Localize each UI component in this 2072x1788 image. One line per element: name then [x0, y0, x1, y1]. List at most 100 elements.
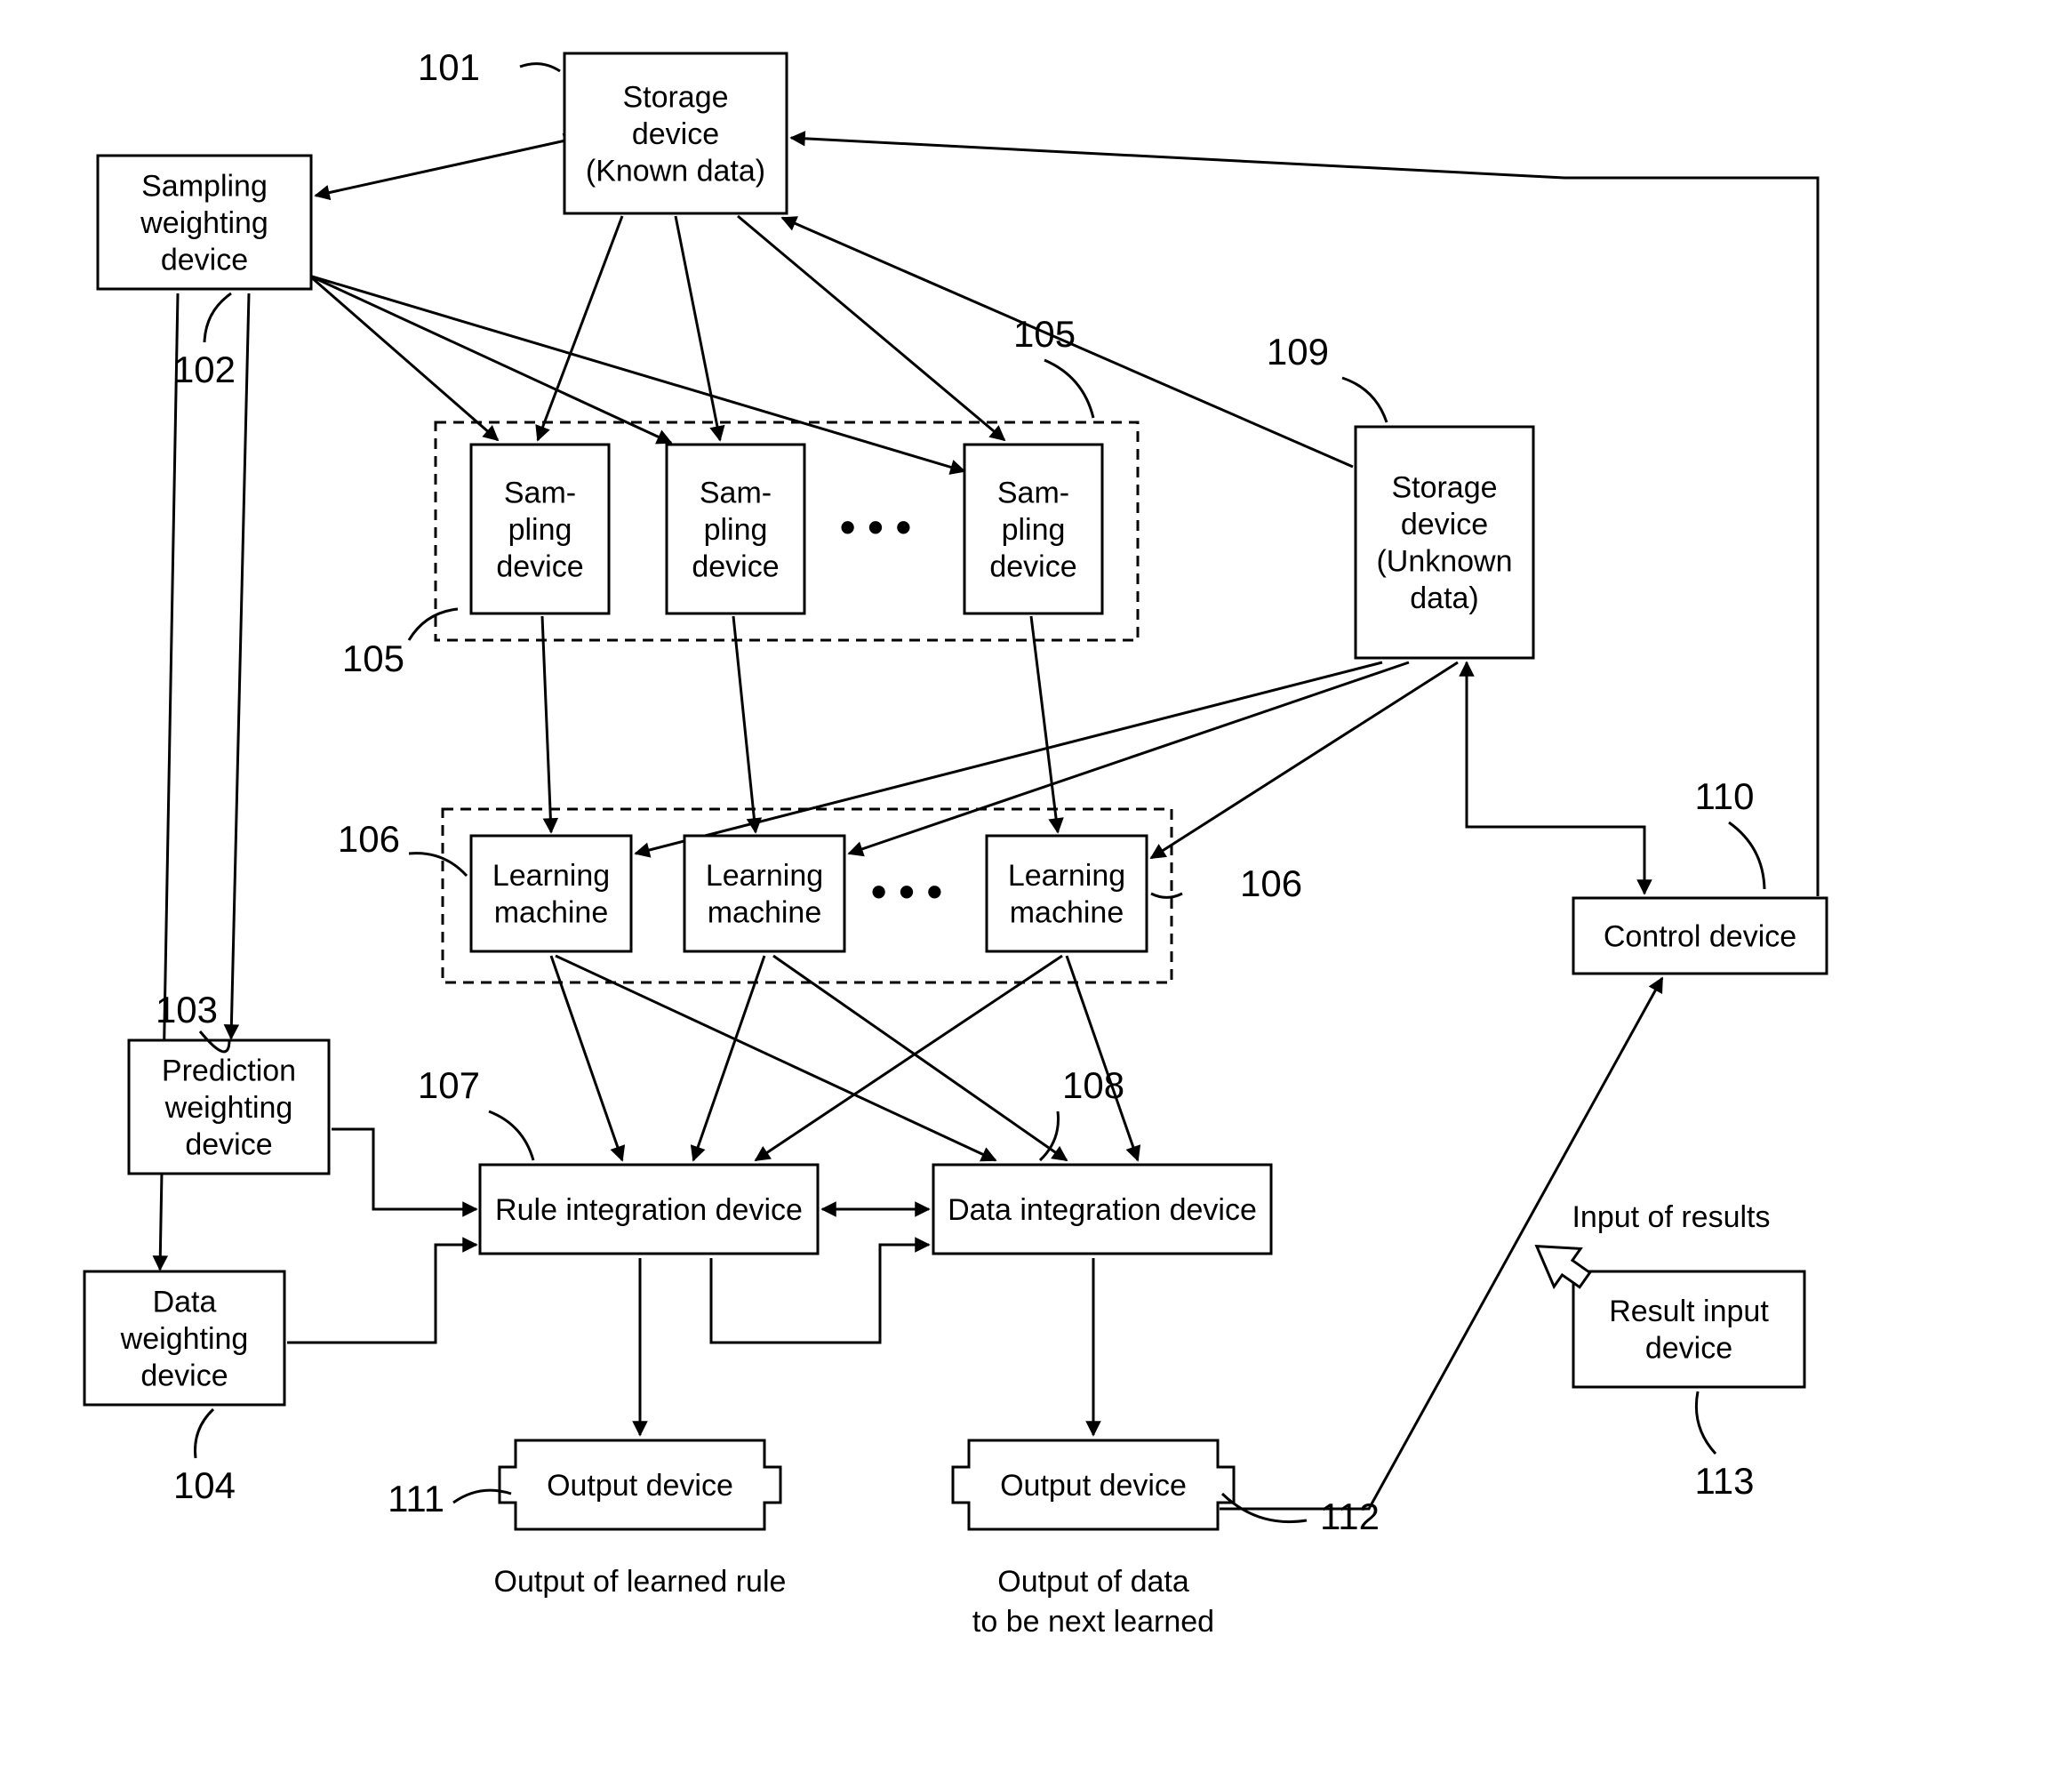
- edge: [309, 276, 671, 443]
- lead-line: [1151, 894, 1182, 897]
- edge: [693, 956, 764, 1160]
- edge: [538, 216, 622, 440]
- node-n103-label: device: [185, 1127, 272, 1161]
- ref-label: 105: [1013, 313, 1076, 355]
- caption: Output of data: [997, 1565, 1189, 1599]
- node-n104-label: Data: [153, 1285, 217, 1319]
- lead-line: [195, 1409, 213, 1458]
- node-n102-label: device: [161, 243, 248, 277]
- node-n109-label: Storage: [1391, 471, 1497, 505]
- node-n105a-label: device: [496, 549, 583, 583]
- edge: [332, 1129, 476, 1209]
- node-n111-label: Output device: [547, 1469, 733, 1503]
- ref-label: 107: [418, 1064, 480, 1106]
- ref-label: 103: [156, 989, 218, 1030]
- node-n106c: [987, 836, 1147, 951]
- caption: Output of learned rule: [494, 1565, 787, 1599]
- edge: [1067, 956, 1138, 1160]
- node-n103-label: Prediction: [162, 1054, 296, 1087]
- edge: [309, 276, 498, 440]
- node-n102-label: weighting: [140, 206, 268, 240]
- node-n101-label: device: [632, 117, 719, 151]
- edge: [756, 956, 1062, 1160]
- node-n106c-label: Learning: [1008, 859, 1125, 893]
- ref-label: 105: [342, 637, 404, 679]
- node-n107-label: Rule integration device: [495, 1193, 803, 1227]
- ref-label: 108: [1062, 1064, 1124, 1106]
- node-n104-label: device: [140, 1359, 228, 1392]
- node-n102-label: Sampling: [141, 169, 268, 203]
- edge: [1151, 662, 1458, 858]
- node-n101-label: (Known data): [586, 154, 765, 188]
- lead-line: [409, 854, 467, 876]
- node-n105a-label: Sam-: [504, 476, 576, 509]
- ref-label: 113: [1695, 1460, 1755, 1502]
- caption: Input of results: [1572, 1200, 1770, 1234]
- lead-line: [520, 64, 560, 71]
- lead-line: [1342, 378, 1387, 422]
- ref-label: 104: [173, 1464, 236, 1506]
- edge: [556, 956, 996, 1160]
- node-n106c-label: machine: [1010, 896, 1124, 930]
- node-n112-label: Output device: [1000, 1469, 1187, 1503]
- edge: [849, 662, 1409, 854]
- edge: [676, 216, 720, 440]
- edge: [1031, 616, 1058, 832]
- node-n103-label: weighting: [164, 1091, 293, 1125]
- node-n113-label: device: [1645, 1332, 1732, 1366]
- edge: [773, 956, 1067, 1160]
- ref-label: 106: [338, 818, 400, 860]
- ref-label: 101: [418, 46, 480, 88]
- node-n113-label: Result input: [1609, 1295, 1769, 1328]
- node-n104-label: weighting: [120, 1322, 249, 1356]
- edge: [542, 616, 551, 832]
- ref-label: 111: [388, 1478, 444, 1519]
- ref-label: 102: [173, 349, 236, 390]
- node-n105c-label: Sam-: [997, 476, 1069, 509]
- node-n109-label: device: [1401, 508, 1488, 541]
- ref-label: 112: [1320, 1495, 1380, 1537]
- node-n108-label: Data integration device: [948, 1193, 1257, 1227]
- node-n109-label: data): [1410, 581, 1479, 615]
- node-n106b: [684, 836, 844, 951]
- ellipsis: • • •: [840, 502, 911, 552]
- node-n106a-label: Learning: [492, 859, 610, 893]
- lead-line: [409, 609, 458, 640]
- lead-line: [1696, 1391, 1716, 1454]
- lead-line: [1729, 822, 1764, 889]
- edge: [1467, 662, 1644, 894]
- node-n105b-label: device: [692, 549, 779, 583]
- edge: [738, 216, 1004, 440]
- node-n113: [1573, 1271, 1804, 1387]
- node-n101-label: Storage: [622, 80, 728, 114]
- node-n106b-label: machine: [708, 896, 822, 930]
- node-n109: [1356, 427, 1533, 658]
- edge: [316, 138, 578, 196]
- edge: [551, 956, 622, 1160]
- node-n105c-label: pling: [1002, 513, 1066, 547]
- node-n105b-label: pling: [704, 513, 768, 547]
- node-n106a-label: machine: [494, 896, 609, 930]
- node-n106b-label: Learning: [706, 859, 823, 893]
- edge: [1220, 978, 1662, 1509]
- lead-line: [204, 293, 231, 342]
- node-n105b-label: Sam-: [700, 476, 772, 509]
- node-n105c-label: device: [989, 549, 1076, 583]
- edge: [231, 293, 249, 1038]
- caption: to be next learned: [972, 1605, 1214, 1639]
- ellipsis: • • •: [871, 867, 942, 917]
- ref-label: 109: [1267, 331, 1329, 373]
- edge: [791, 138, 1818, 896]
- lead-line: [1044, 360, 1093, 418]
- node-n105a-label: pling: [508, 513, 572, 547]
- node-n110-label: Control device: [1604, 919, 1796, 953]
- edge: [733, 616, 756, 832]
- node-n109-label: (Unknown: [1376, 545, 1512, 579]
- edge: [287, 1245, 476, 1343]
- edge: [711, 1245, 929, 1343]
- lead-line: [489, 1111, 533, 1160]
- ref-label: 106: [1240, 862, 1302, 904]
- node-n106a: [471, 836, 631, 951]
- ref-label: 110: [1695, 775, 1755, 817]
- edge: [309, 276, 964, 471]
